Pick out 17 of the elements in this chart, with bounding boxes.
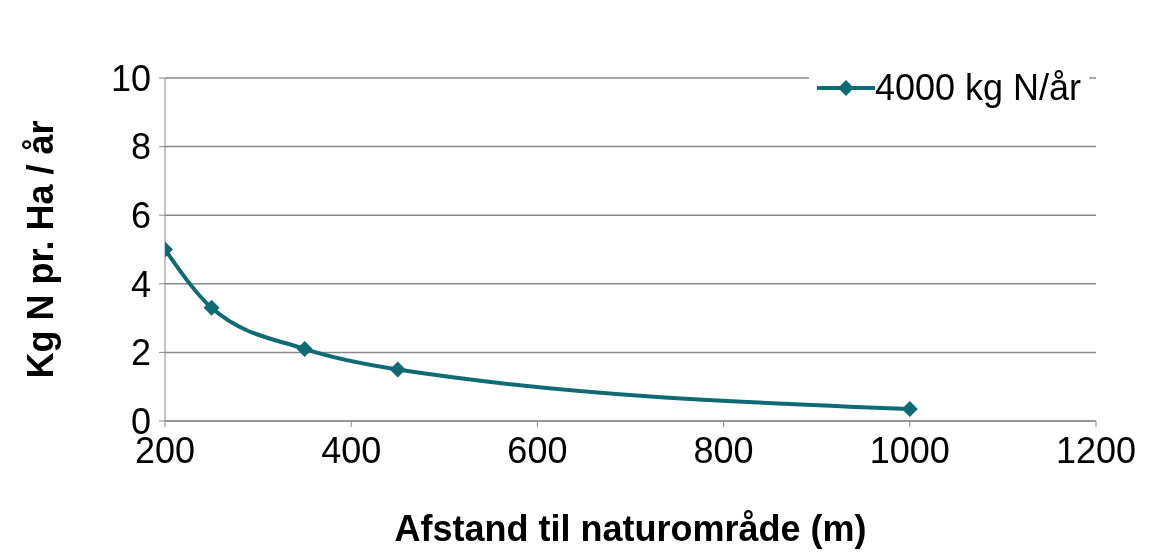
y-tick-label: 4: [130, 263, 151, 305]
x-axis-title: Afstand til naturområde (m): [394, 508, 867, 549]
legend-label: 4000 kg N/år: [874, 67, 1081, 109]
x-tick-label: 1000: [869, 429, 950, 471]
point: [389, 361, 406, 378]
y-tick-label: 2: [130, 332, 151, 374]
point: [296, 340, 313, 357]
y-tick-label: 8: [130, 126, 151, 168]
point: [901, 400, 918, 417]
x-tick-label: 400: [321, 429, 382, 471]
point: [203, 299, 220, 316]
y-tick-label: 6: [130, 194, 151, 236]
y-tick-label: 10: [110, 57, 151, 99]
x-tick-label: 600: [507, 429, 568, 471]
x-tick-label: 1200: [1055, 429, 1137, 471]
x-tick-label: 800: [693, 429, 754, 471]
y-axis-title: Kg N pr. Ha / år: [19, 120, 61, 379]
